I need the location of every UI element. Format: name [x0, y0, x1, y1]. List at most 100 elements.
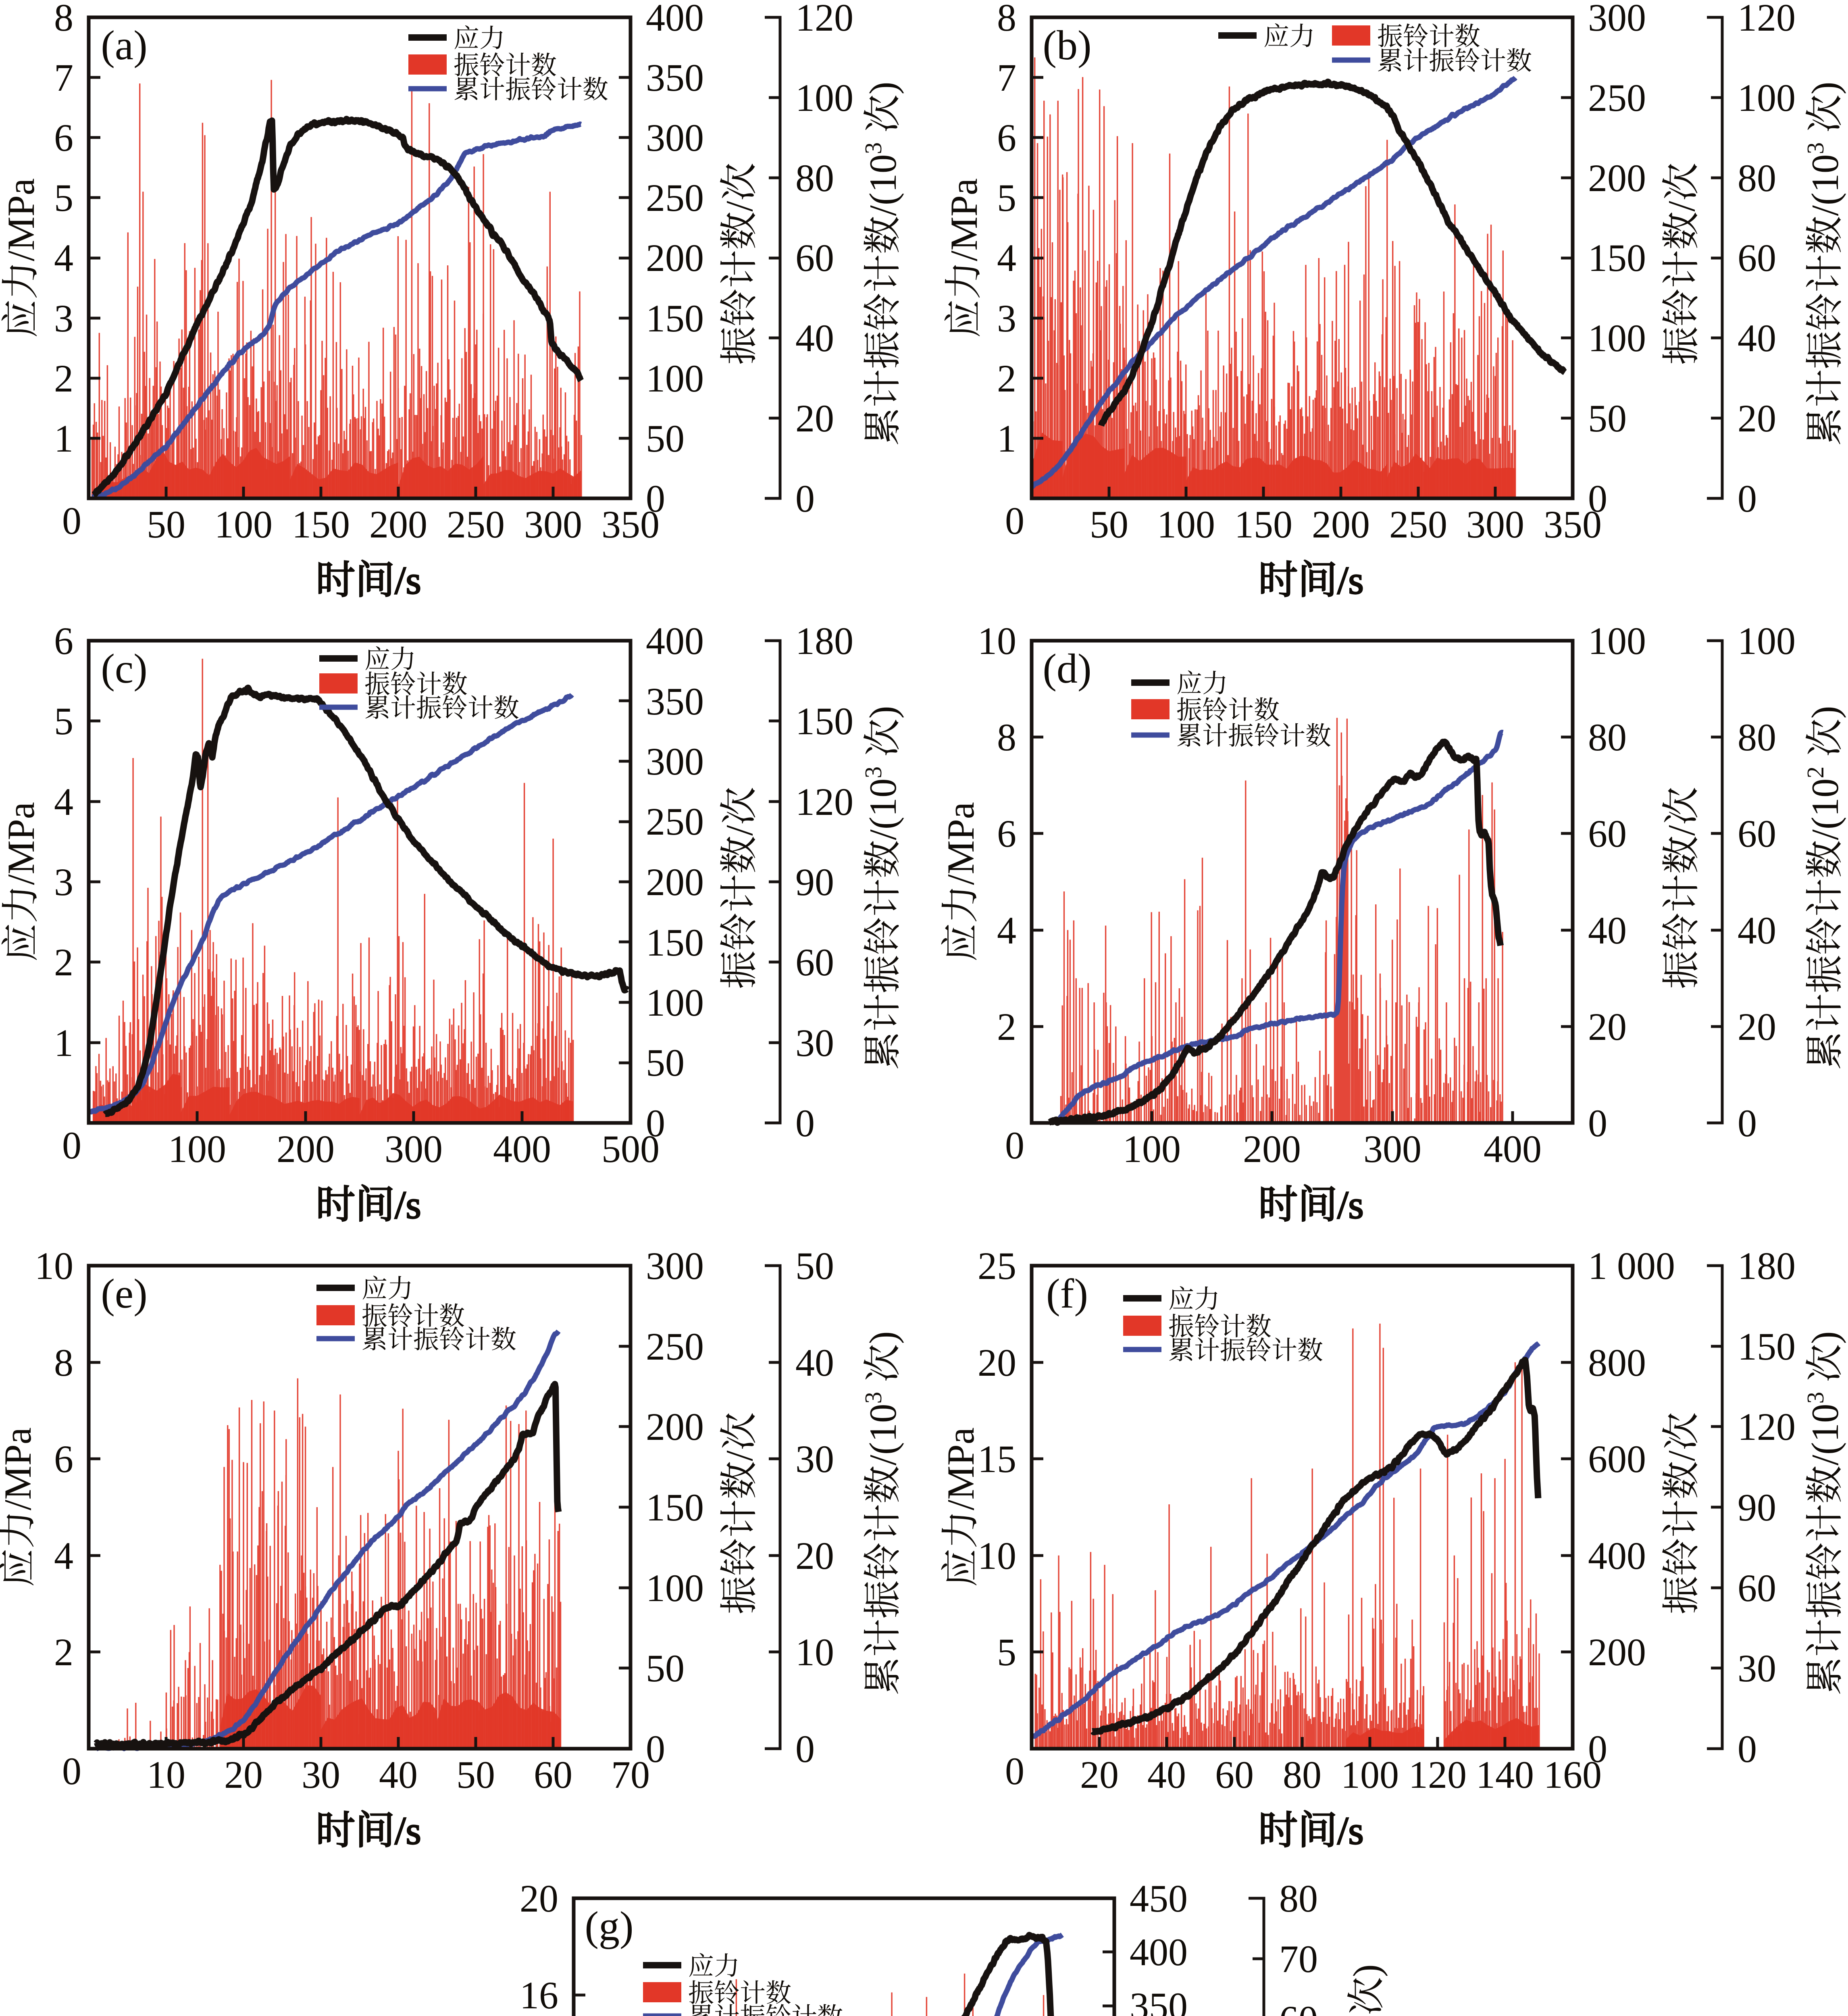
svg-text:(d): (d) [1043, 646, 1091, 692]
svg-text:0: 0 [62, 499, 81, 542]
svg-text:2: 2 [54, 1631, 73, 1674]
svg-text:(e): (e) [101, 1270, 147, 1317]
svg-text:300: 300 [646, 1244, 704, 1287]
svg-text:60: 60 [534, 1753, 572, 1796]
svg-text:300: 300 [524, 503, 582, 546]
svg-text:25: 25 [978, 1244, 1016, 1287]
svg-text:60: 60 [1738, 1566, 1776, 1610]
svg-text:400: 400 [1484, 1127, 1542, 1170]
svg-text:0: 0 [1005, 499, 1024, 542]
svg-text:4: 4 [997, 909, 1016, 952]
svg-text:4: 4 [54, 780, 73, 823]
svg-text:120: 120 [1409, 1753, 1467, 1796]
svg-text:120: 120 [795, 0, 853, 39]
svg-text:80: 80 [1588, 716, 1627, 759]
svg-text:50: 50 [646, 1647, 685, 1690]
svg-text:90: 90 [795, 860, 834, 904]
svg-text:): ) [862, 1331, 904, 1344]
svg-text:/(10: /(10 [862, 154, 904, 216]
svg-text:300: 300 [385, 1127, 443, 1170]
svg-text:800: 800 [1588, 1341, 1646, 1384]
svg-text:2: 2 [1802, 766, 1829, 779]
svg-text:/MPa: /MPa [939, 1427, 982, 1510]
svg-text:300: 300 [1466, 503, 1524, 546]
svg-text:350: 350 [646, 680, 704, 723]
svg-text:/s: /s [1337, 559, 1363, 602]
svg-text:300: 300 [646, 116, 704, 159]
svg-text:1: 1 [54, 417, 73, 460]
svg-text:60: 60 [795, 236, 834, 279]
svg-text:100: 100 [1588, 619, 1646, 662]
svg-text:/MPa: /MPa [0, 802, 42, 885]
svg-text:0: 0 [62, 1124, 81, 1167]
svg-text:200: 200 [1312, 503, 1370, 546]
svg-text:50: 50 [1090, 503, 1128, 546]
svg-text:600: 600 [1588, 1437, 1646, 1481]
svg-text:): ) [1804, 82, 1846, 95]
svg-text:100: 100 [214, 503, 273, 546]
svg-text:7: 7 [997, 56, 1016, 99]
svg-text:8: 8 [997, 0, 1016, 39]
svg-text:100: 100 [168, 1127, 226, 1170]
svg-text:100: 100 [646, 1566, 704, 1610]
svg-text:10: 10 [795, 1631, 834, 1674]
svg-text:/MPa: /MPa [0, 1427, 39, 1510]
svg-text:100: 100 [1123, 1127, 1181, 1170]
svg-text:50: 50 [1588, 397, 1627, 440]
svg-text:15: 15 [978, 1437, 1016, 1481]
svg-text:150: 150 [646, 297, 704, 340]
svg-text:6: 6 [997, 116, 1016, 159]
svg-text:120: 120 [795, 780, 853, 823]
svg-text:(g): (g) [585, 1903, 633, 1949]
svg-text:/MPa: /MPa [939, 802, 982, 885]
svg-text:/MPa: /MPa [943, 178, 985, 261]
svg-text:60: 60 [1588, 812, 1627, 855]
svg-text:0: 0 [1588, 477, 1607, 520]
svg-text:60: 60 [1738, 236, 1776, 279]
svg-text:5: 5 [997, 1631, 1016, 1674]
svg-text:5: 5 [54, 700, 73, 743]
svg-text:/: / [718, 1450, 761, 1461]
svg-text:20: 20 [1738, 1005, 1776, 1048]
svg-text:0: 0 [795, 477, 815, 520]
svg-text:2: 2 [54, 357, 73, 400]
svg-text:120: 120 [1738, 1405, 1796, 1448]
svg-text:7: 7 [54, 56, 73, 99]
svg-text:200: 200 [646, 236, 704, 279]
svg-text:150: 150 [646, 921, 704, 964]
svg-text:8: 8 [997, 716, 1016, 759]
svg-text:0: 0 [1588, 1727, 1607, 1770]
svg-text:80: 80 [1738, 716, 1776, 759]
svg-text:1 000: 1 000 [1588, 1244, 1675, 1287]
svg-text:2: 2 [54, 941, 73, 984]
svg-text:40: 40 [795, 1341, 834, 1384]
svg-text:200: 200 [1588, 1631, 1646, 1674]
svg-text:20: 20 [978, 1341, 1016, 1384]
svg-text:150: 150 [292, 503, 350, 546]
svg-text:350: 350 [646, 56, 704, 99]
svg-text:4: 4 [997, 236, 1016, 279]
svg-text:2: 2 [997, 357, 1016, 400]
svg-text:100: 100 [1738, 76, 1796, 119]
svg-text:40: 40 [1588, 909, 1627, 952]
svg-text:3: 3 [54, 860, 73, 904]
svg-text:250: 250 [646, 800, 704, 843]
svg-text:40: 40 [1738, 317, 1776, 360]
svg-text:3: 3 [860, 142, 887, 154]
svg-text:(b): (b) [1043, 22, 1091, 69]
svg-text:2: 2 [997, 1005, 1016, 1048]
svg-text:3: 3 [1802, 1392, 1829, 1404]
svg-text:180: 180 [1738, 1244, 1796, 1287]
svg-text:300: 300 [646, 740, 704, 783]
svg-text:150: 150 [646, 1486, 704, 1529]
svg-text:80: 80 [1738, 156, 1776, 200]
svg-text:): ) [1804, 706, 1846, 719]
svg-text:0: 0 [1738, 1727, 1757, 1770]
svg-text:90: 90 [1738, 1486, 1776, 1529]
svg-text:3: 3 [860, 766, 887, 779]
svg-text:10: 10 [978, 1534, 1016, 1577]
svg-text:100: 100 [1738, 619, 1796, 662]
svg-text:180: 180 [795, 619, 853, 662]
svg-text:100: 100 [646, 357, 704, 400]
svg-text:100: 100 [1588, 317, 1646, 360]
